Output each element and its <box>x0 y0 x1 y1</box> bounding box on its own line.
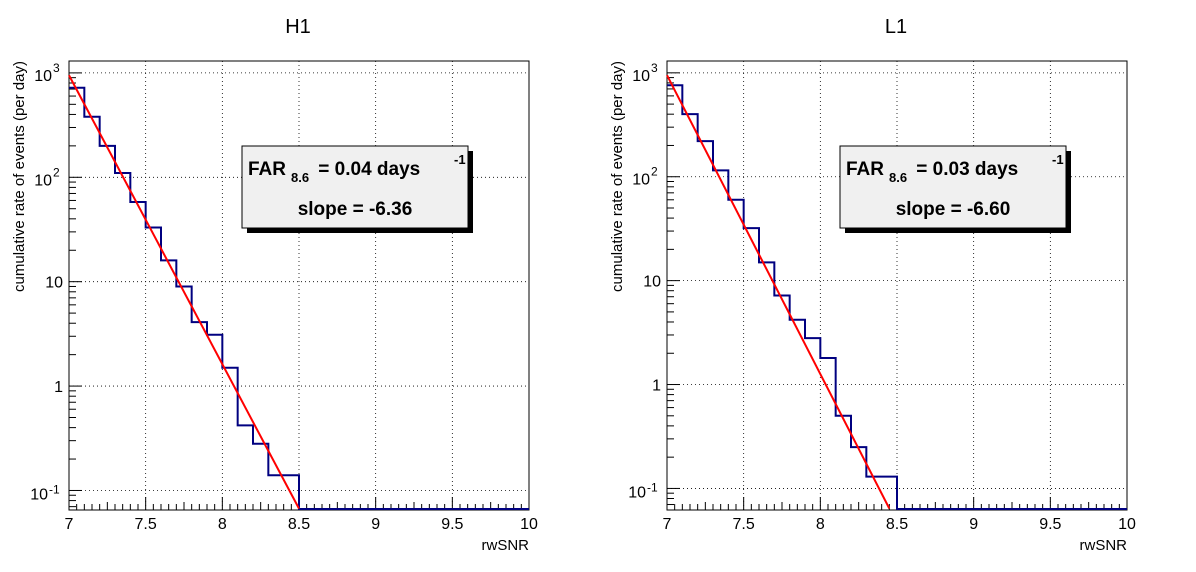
y-tick-label: 10 <box>643 274 661 291</box>
y-tick-exp: -1 <box>647 480 658 494</box>
grid-lines <box>667 61 1127 510</box>
far-label: FAR <box>248 159 286 180</box>
y-tick-label: 10 3 <box>34 61 60 85</box>
fit-annotation-box: FAR 8.6 = 0.04 days -1 slope = -6.36 <box>241 145 473 233</box>
y-tick-exp: 3 <box>53 61 60 75</box>
fit-line <box>666 74 891 510</box>
slope-text: slope = -6.60 <box>896 199 1011 220</box>
y-tick-exp: 3 <box>651 61 658 75</box>
y-tick-base: 10 <box>643 274 661 291</box>
far-value: = 0.03 days <box>911 159 1024 180</box>
y-tick-base: 10 <box>632 172 650 189</box>
y-tick-base: 1 <box>54 379 63 396</box>
y-tick-exp: 2 <box>53 165 60 179</box>
far-subscript: 8.6 <box>889 170 907 185</box>
y-ticks <box>667 72 680 506</box>
x-axis-label: rwSNR <box>1080 537 1128 554</box>
y-tick-exp: -1 <box>49 482 60 496</box>
y-tick-label: 1 <box>652 378 661 395</box>
x-tick-label: 9 <box>371 516 380 533</box>
y-tick-label: 10 <box>45 275 63 292</box>
chart-title: L1 <box>885 16 907 38</box>
x-tick-label: 10 <box>520 516 538 533</box>
y-axis-label: cumulative rate of events (per day) <box>11 61 28 292</box>
far-superscript: -1 <box>1052 152 1064 167</box>
x-tick-label: 7 <box>65 516 74 533</box>
y-tick-exp: 2 <box>651 165 658 179</box>
y-tick-base: 10 <box>34 172 52 189</box>
y-tick-base: 1 <box>652 378 661 395</box>
far-subscript: 8.6 <box>291 170 309 185</box>
x-tick-label: 9.5 <box>441 516 463 533</box>
histogram-series <box>69 86 300 510</box>
y-tick-label: 10 2 <box>34 165 60 189</box>
x-tick-label: 7.5 <box>733 516 755 533</box>
x-tick-label: 7 <box>663 516 672 533</box>
chart-title: H1 <box>285 16 311 38</box>
y-ticks <box>69 72 82 508</box>
x-axis-label: rwSNR <box>482 537 530 554</box>
y-tick-label: 10 -1 <box>628 480 658 501</box>
x-tick-label: 9.5 <box>1039 516 1061 533</box>
x-tick-label: 7.5 <box>135 516 157 533</box>
y-tick-label: 1 <box>54 379 63 396</box>
chart-panel-h1: H1 7 7.5 8 8.5 9 9.5 10 10 -1 1 10 10 2 10 3 rwSNR cumula… <box>11 16 538 554</box>
x-tick-label: 9 <box>969 516 978 533</box>
y-axis-label: cumulative rate of events (per day) <box>609 61 626 292</box>
far-value: = 0.04 days <box>313 159 426 180</box>
slope-text: slope = -6.36 <box>298 199 413 220</box>
box-background <box>241 145 469 229</box>
x-tick-label: 8 <box>816 516 825 533</box>
far-label: FAR <box>846 159 884 180</box>
y-tick-label: 10 3 <box>632 61 658 85</box>
box-background <box>839 145 1067 229</box>
y-tick-label: 10 2 <box>632 165 658 189</box>
x-tick-label: 8 <box>218 516 227 533</box>
fit-annotation-box: FAR 8.6 = 0.03 days -1 slope = -6.60 <box>839 145 1071 233</box>
fit-line <box>68 74 300 510</box>
x-tick-label: 8.5 <box>288 516 310 533</box>
y-tick-base: 10 <box>45 275 63 292</box>
y-tick-label: 10 -1 <box>30 482 60 503</box>
y-tick-base: 10 <box>632 68 650 85</box>
far-superscript: -1 <box>454 152 466 167</box>
x-tick-label: 8.5 <box>886 516 908 533</box>
y-tick-base: 10 <box>628 484 646 501</box>
x-tick-label: 10 <box>1118 516 1136 533</box>
chart-panel-l1: L1 7 7.5 8 8.5 9 9.5 10 10 -1 1 10 10 2 10 3 rwSNR cumula… <box>598 0 1196 572</box>
grid-lines <box>69 61 529 510</box>
histogram-series <box>667 84 898 510</box>
y-tick-base: 10 <box>30 486 48 503</box>
y-tick-base: 10 <box>34 68 52 85</box>
